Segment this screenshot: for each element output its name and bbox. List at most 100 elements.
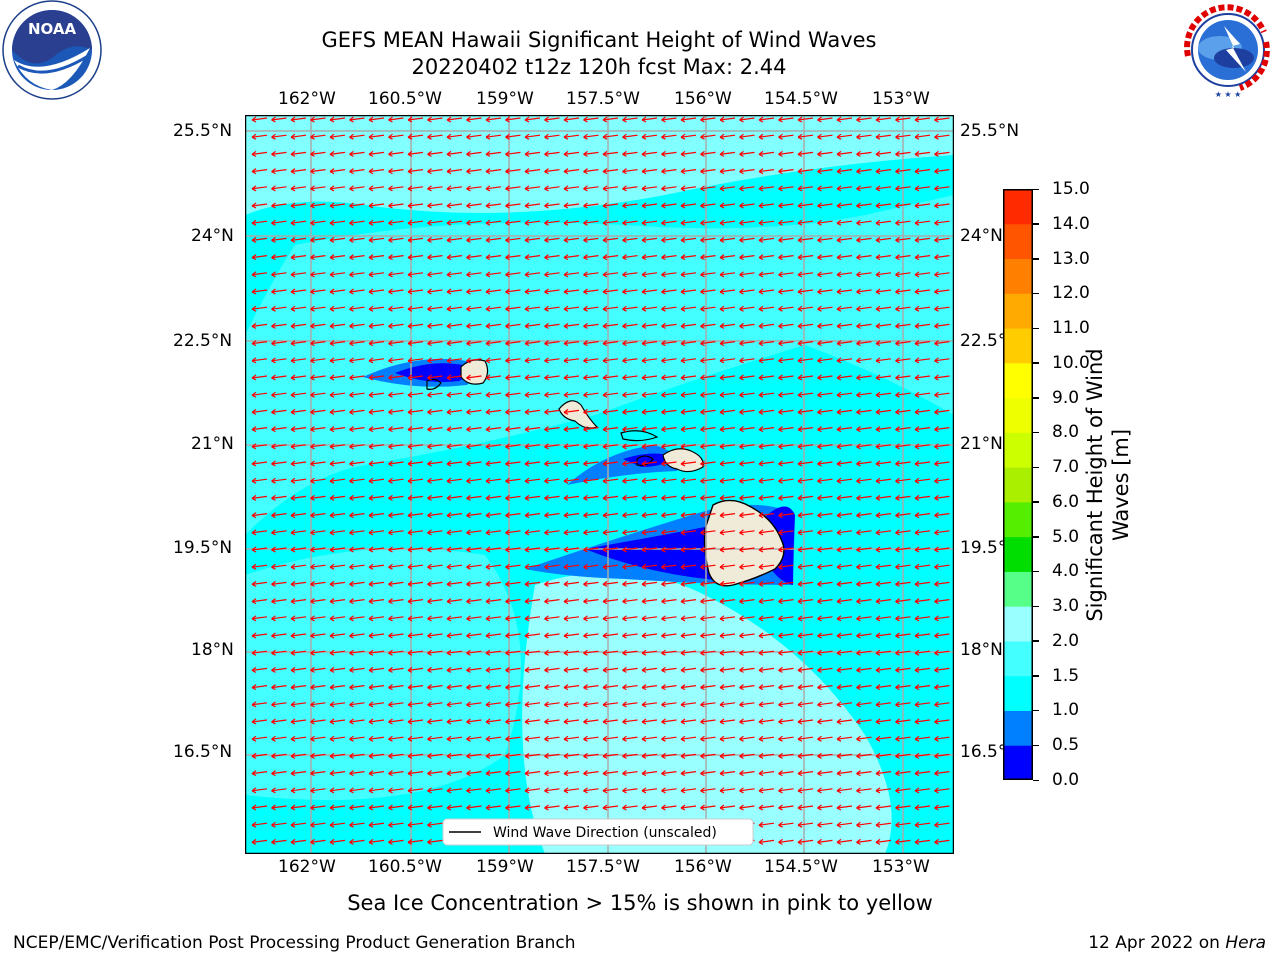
- wave-arrow: [368, 460, 385, 467]
- wave-arrow: [563, 254, 580, 261]
- wave-arrow: [622, 202, 638, 209]
- wave-arrow: [661, 185, 677, 192]
- wave-arrow: [427, 718, 443, 725]
- wave-arrow: [836, 838, 853, 845]
- wave-arrow: [758, 821, 775, 828]
- wave-arrow: [797, 752, 814, 759]
- wave-arrow: [622, 477, 638, 484]
- wave-arrow: [641, 804, 658, 811]
- wave-arrow: [875, 236, 892, 243]
- wave-arrow: [934, 288, 950, 295]
- colorbar-cell: [1003, 467, 1033, 503]
- wave-arrow: [329, 391, 346, 398]
- wave-arrow: [427, 202, 443, 209]
- wave-arrow: [290, 150, 307, 157]
- wave-arrow: [524, 649, 541, 656]
- wave-arrow: [778, 563, 794, 570]
- wave-arrow: [661, 219, 677, 226]
- wave-arrow: [700, 305, 716, 312]
- wave-arrow: [875, 374, 892, 381]
- wave-arrow: [778, 735, 794, 742]
- wave-arrow: [563, 168, 580, 175]
- wave-arrow: [329, 322, 346, 329]
- wave-arrow: [368, 718, 385, 725]
- wave-arrow: [524, 701, 541, 708]
- wave-arrow: [290, 340, 307, 347]
- wave-arrow: [388, 770, 404, 777]
- wave-arrow: [310, 202, 326, 209]
- wave-arrow: [290, 477, 307, 484]
- wave-arrow: [427, 391, 443, 398]
- wave-arrow: [427, 305, 443, 312]
- wave-arrow: [388, 615, 404, 622]
- date-line: 12 Apr 2022 on Hera: [1088, 933, 1266, 953]
- wave-arrow: [563, 804, 580, 811]
- wave-arrow: [758, 426, 775, 433]
- wave-arrow: [934, 236, 950, 243]
- wave-arrow: [719, 288, 736, 295]
- wave-arrow: [934, 529, 950, 536]
- lat-label-right: 25.5°N: [960, 121, 1020, 141]
- wave-arrow: [700, 219, 716, 226]
- colorbar-cell: [1003, 397, 1033, 433]
- wave-arrow: [505, 529, 521, 536]
- wave-arrow: [427, 563, 443, 570]
- wave-arrow: [836, 477, 853, 484]
- wave-arrow: [368, 752, 385, 759]
- wave-arrow: [719, 580, 736, 587]
- wave-arrow: [914, 649, 931, 656]
- wave-arrow: [310, 185, 326, 192]
- wave-arrow: [700, 477, 716, 484]
- wave-arrow: [700, 529, 716, 536]
- wave-arrow: [680, 202, 697, 209]
- wave-arrow: [427, 426, 443, 433]
- colorbar-tick-mark: [1033, 640, 1039, 642]
- wave-arrow: [914, 477, 931, 484]
- wave-arrow: [836, 632, 853, 639]
- wave-arrow: [661, 288, 677, 295]
- wave-arrow: [739, 133, 755, 140]
- wave-arrow: [407, 374, 424, 381]
- wave-arrow: [407, 546, 424, 553]
- lon-label-bottom: 159°W: [476, 857, 534, 877]
- wave-arrow: [914, 202, 931, 209]
- wave-arrow: [661, 322, 677, 329]
- wave-arrow: [251, 305, 268, 312]
- wave-arrow: [563, 546, 580, 553]
- wave-arrow: [329, 787, 346, 794]
- wave-arrow: [836, 408, 853, 415]
- wave-arrow: [349, 529, 365, 536]
- wave-arrow: [583, 150, 599, 157]
- map-frame: [245, 115, 954, 854]
- wave-arrow: [700, 391, 716, 398]
- wave-arrow: [563, 340, 580, 347]
- wave-arrow: [329, 477, 346, 484]
- wave-arrow: [544, 202, 560, 209]
- wave-arrow: [329, 150, 346, 157]
- wave-arrow: [602, 684, 619, 691]
- wave-arrow: [583, 322, 599, 329]
- wave-arrow: [271, 305, 287, 312]
- wave-arrow: [895, 787, 911, 794]
- wave-arrow: [329, 374, 346, 381]
- colorbar-tick-label: 9.0: [1052, 387, 1080, 408]
- wave-arrow: [407, 563, 424, 570]
- wave-arrow: [388, 735, 404, 742]
- wave-arrow: [310, 770, 326, 777]
- wave-arrow: [349, 305, 365, 312]
- wave-arrow: [368, 821, 385, 828]
- wave-arrow: [485, 494, 502, 501]
- wave-arrow: [505, 374, 521, 381]
- wave-arrow: [524, 150, 541, 157]
- wave-arrow: [271, 598, 287, 605]
- wave-arrow: [836, 752, 853, 759]
- wave-arrow: [544, 494, 560, 501]
- wave-arrow: [680, 426, 697, 433]
- wave-arrow: [251, 494, 268, 501]
- wave-arrow: [485, 357, 502, 364]
- wave-arrow: [407, 735, 424, 742]
- wave-arrow: [544, 150, 560, 157]
- wave-arrow: [739, 271, 755, 278]
- wave-arrow: [797, 185, 814, 192]
- wave-arrow: [661, 150, 677, 157]
